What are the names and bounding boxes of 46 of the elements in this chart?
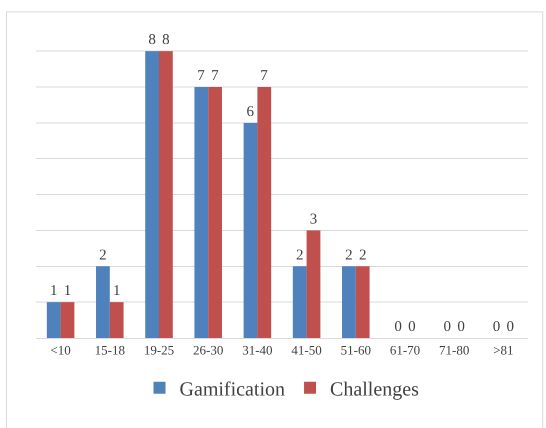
data-label: 0: [506, 319, 514, 335]
bar: [110, 302, 124, 338]
data-label: 2: [345, 247, 353, 264]
data-label: 2: [296, 247, 304, 264]
data-label: 7: [260, 68, 268, 84]
data-label: 0: [408, 319, 416, 335]
data-label: 1: [112, 283, 120, 300]
data-label: 0: [394, 319, 402, 335]
data-label: 1: [50, 283, 58, 300]
data-label: 6: [246, 104, 255, 120]
bar: [159, 51, 173, 338]
bar: [244, 122, 258, 338]
bar: [306, 230, 320, 338]
bar: [194, 86, 208, 338]
data-label: 2: [99, 247, 107, 264]
data-label: 7: [197, 68, 206, 84]
x-tick-label: >81: [493, 342, 514, 358]
bar: [145, 51, 159, 338]
bar: [60, 302, 74, 338]
data-label: 3: [310, 211, 318, 228]
x-tick-label: 31-40: [242, 342, 273, 358]
data-label: 7: [211, 68, 220, 84]
x-tick-label: 15-18: [94, 342, 125, 358]
data-label: 8: [148, 32, 156, 48]
data-label: 8: [162, 32, 170, 48]
bar: [96, 266, 110, 338]
x-tick-label: <10: [50, 342, 71, 358]
data-label: 2: [358, 247, 366, 264]
legend-label: Gamification: [180, 378, 286, 400]
legend-label: Challenges: [330, 378, 420, 400]
data-label: 0: [492, 319, 500, 335]
x-tick-label: 19-25: [144, 342, 174, 358]
x-tick-label: 51-60: [340, 342, 371, 358]
bar: [356, 266, 370, 338]
x-tick-label: 61-70: [390, 342, 420, 358]
bar: [342, 266, 356, 338]
data-label: 1: [64, 283, 72, 300]
x-tick-label: 71-80: [439, 342, 470, 358]
data-label: 0: [457, 319, 465, 335]
bar: [257, 86, 272, 338]
bar: [46, 302, 61, 338]
x-tick-label: 41-50: [291, 342, 322, 358]
data-label: 0: [444, 319, 452, 335]
bar: [208, 86, 222, 338]
x-tick-label: 26-30: [193, 342, 224, 358]
bar: [292, 266, 307, 338]
